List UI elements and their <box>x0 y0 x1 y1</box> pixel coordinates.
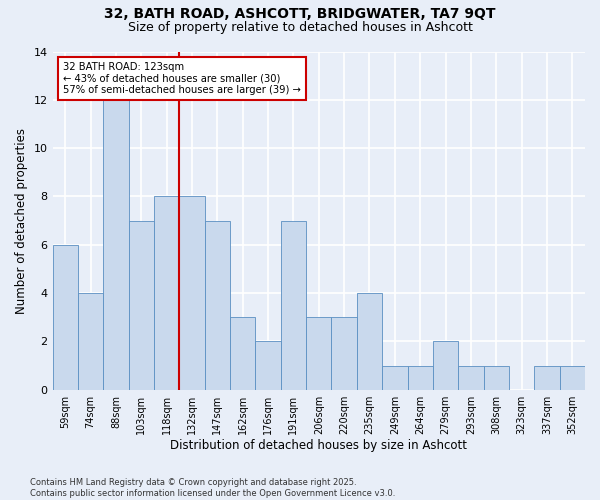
Bar <box>78 293 103 390</box>
Bar <box>281 220 306 390</box>
Bar <box>357 293 382 390</box>
Bar <box>407 366 433 390</box>
Bar <box>433 342 458 390</box>
Bar <box>205 220 230 390</box>
Bar <box>128 220 154 390</box>
Text: Size of property relative to detached houses in Ashcott: Size of property relative to detached ho… <box>128 21 472 34</box>
Text: Contains HM Land Registry data © Crown copyright and database right 2025.
Contai: Contains HM Land Registry data © Crown c… <box>30 478 395 498</box>
Text: 32 BATH ROAD: 123sqm
← 43% of detached houses are smaller (30)
57% of semi-detac: 32 BATH ROAD: 123sqm ← 43% of detached h… <box>63 62 301 95</box>
Bar <box>306 317 331 390</box>
Bar <box>382 366 407 390</box>
Bar <box>484 366 509 390</box>
Bar <box>331 317 357 390</box>
Bar <box>154 196 179 390</box>
Bar <box>103 100 128 390</box>
X-axis label: Distribution of detached houses by size in Ashcott: Distribution of detached houses by size … <box>170 440 467 452</box>
Bar <box>256 342 281 390</box>
Bar <box>560 366 585 390</box>
Bar <box>230 317 256 390</box>
Text: 32, BATH ROAD, ASHCOTT, BRIDGWATER, TA7 9QT: 32, BATH ROAD, ASHCOTT, BRIDGWATER, TA7 … <box>104 8 496 22</box>
Bar <box>458 366 484 390</box>
Bar <box>179 196 205 390</box>
Y-axis label: Number of detached properties: Number of detached properties <box>15 128 28 314</box>
Bar <box>53 245 78 390</box>
Bar <box>534 366 560 390</box>
